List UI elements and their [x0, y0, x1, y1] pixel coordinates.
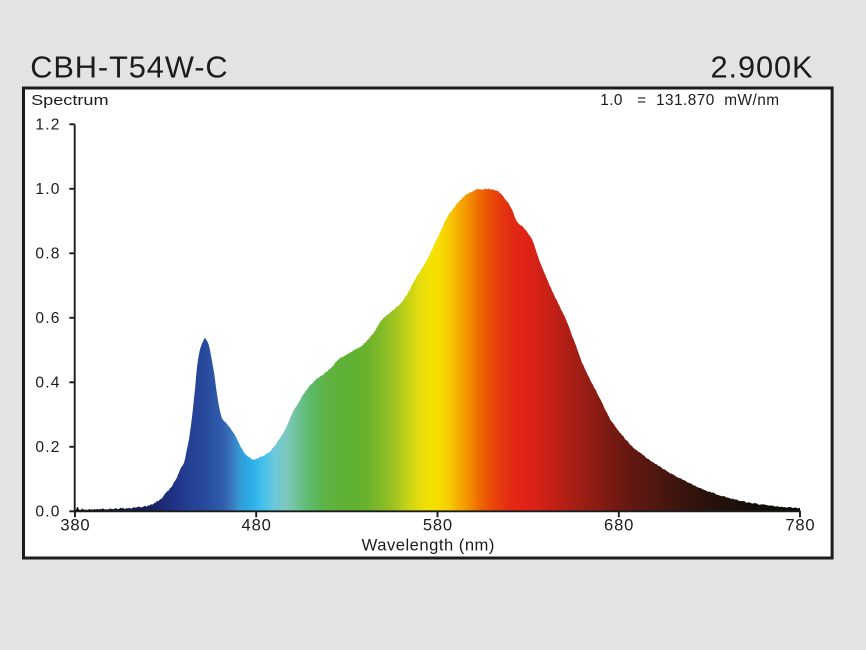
svg-text:0.4: 0.4	[35, 375, 60, 392]
svg-text:580: 580	[423, 516, 453, 535]
svg-text:0.2: 0.2	[35, 439, 60, 456]
svg-text:380: 380	[60, 516, 90, 535]
svg-text:1.0: 1.0	[35, 181, 60, 198]
svg-text:Wavelength (nm): Wavelength (nm)	[362, 535, 495, 554]
svg-text:780: 780	[785, 516, 815, 535]
svg-text:0.0: 0.0	[35, 504, 60, 521]
svg-text:1.0 = 131.870 mW/nm: 1.0 = 131.870 mW/nm	[600, 92, 779, 109]
svg-text:CBH-T54W-C: CBH-T54W-C	[30, 50, 228, 85]
svg-text:2.900K: 2.900K	[710, 50, 813, 85]
svg-text:680: 680	[604, 516, 634, 535]
svg-text:0.6: 0.6	[35, 310, 60, 327]
svg-text:1.2: 1.2	[35, 117, 60, 134]
svg-text:480: 480	[242, 516, 272, 535]
svg-text:0.8: 0.8	[35, 246, 60, 263]
svg-text:Spectrum: Spectrum	[31, 93, 109, 109]
